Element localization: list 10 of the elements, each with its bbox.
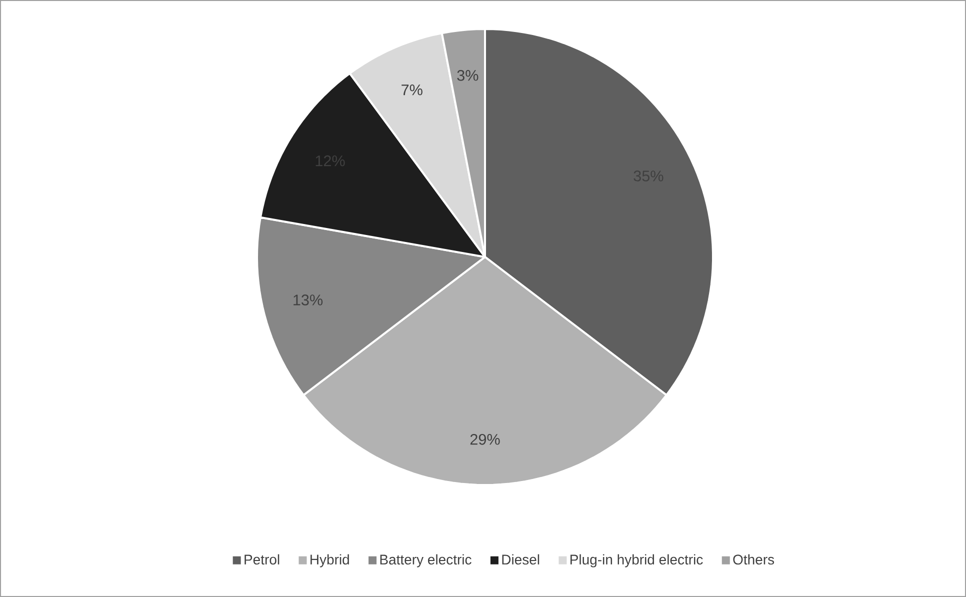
- legend-label: Petrol: [244, 554, 280, 565]
- legend-label: Battery electric: [380, 554, 472, 568]
- data-label: 7%: [402, 84, 422, 96]
- data-label: 29%: [470, 434, 500, 445]
- legend-label: Diesel: [502, 554, 540, 565]
- legend-label: Plug-in hybrid electric: [570, 554, 703, 568]
- data-label: 13%: [294, 294, 323, 306]
- legend-label: Hybrid: [310, 554, 349, 568]
- data-label: 3%: [457, 70, 478, 81]
- legend-label: Others: [733, 554, 774, 565]
